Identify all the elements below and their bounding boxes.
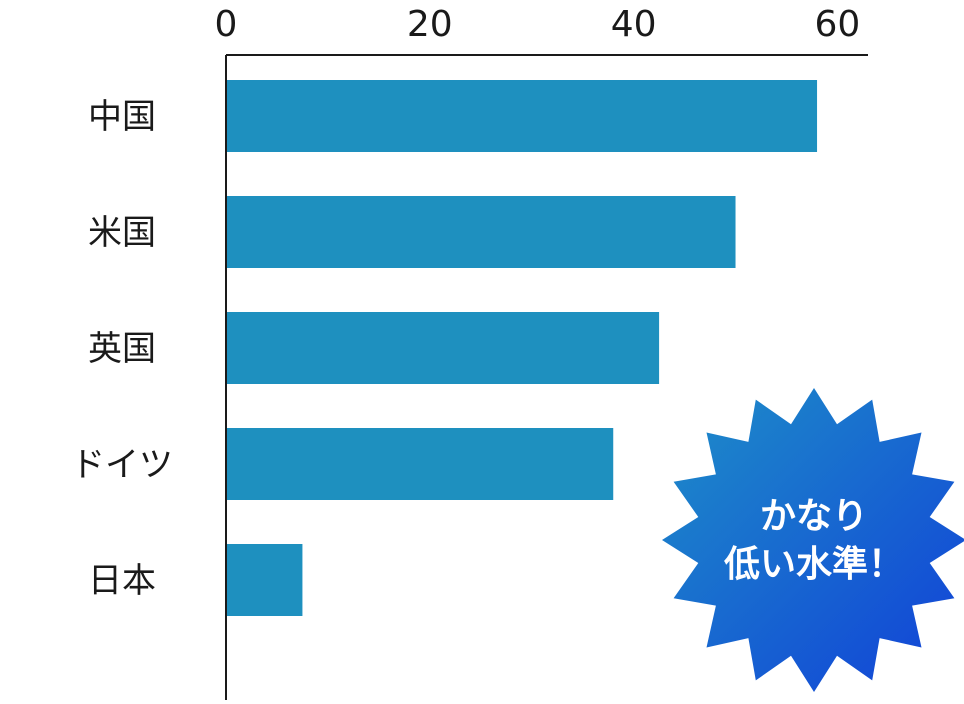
bar-1 bbox=[226, 196, 736, 268]
x-tick-label: 60 bbox=[815, 4, 861, 45]
x-tick-label: 20 bbox=[407, 4, 453, 45]
callout-badge: かなり 低い水準！ bbox=[662, 388, 964, 692]
callout-line-1: かなり bbox=[760, 496, 868, 537]
callout-line-2: 低い水準！ bbox=[724, 544, 904, 585]
bar-0 bbox=[226, 80, 818, 152]
starburst-shape bbox=[662, 388, 964, 692]
x-axis bbox=[225, 54, 868, 700]
category-label: 中国 bbox=[88, 97, 156, 137]
category-label: 日本 bbox=[88, 561, 156, 601]
bar-3 bbox=[226, 428, 614, 500]
category-label: ドイツ bbox=[71, 445, 173, 485]
bar-4 bbox=[226, 544, 303, 616]
x-axis-ticks: 0 20 40 60 bbox=[215, 4, 861, 45]
x-tick-label: 0 bbox=[215, 4, 238, 45]
bar-2 bbox=[226, 312, 660, 384]
category-label: 英国 bbox=[88, 329, 156, 369]
category-label: 米国 bbox=[88, 213, 156, 253]
x-tick-label: 40 bbox=[611, 4, 657, 45]
bars-group bbox=[226, 80, 818, 616]
